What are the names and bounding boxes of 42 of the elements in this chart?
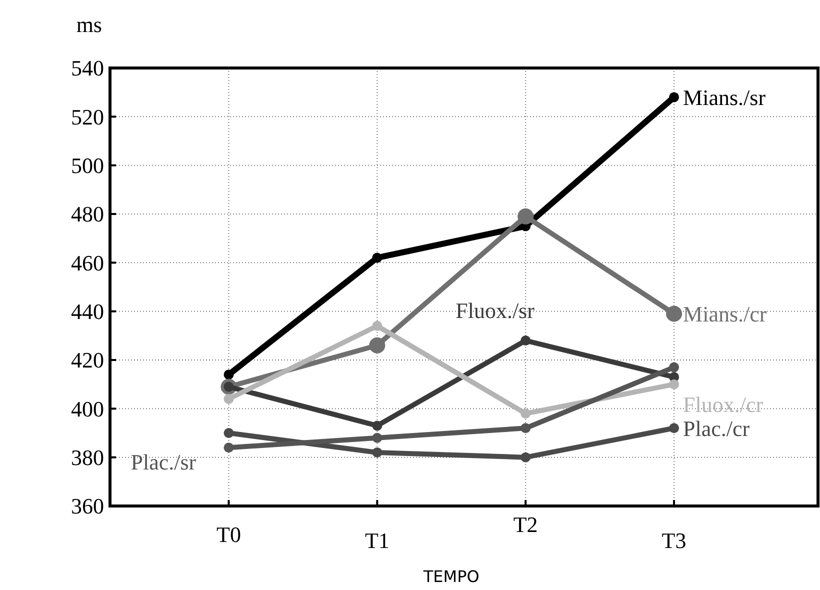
series-label: Fluox./sr — [456, 298, 536, 324]
x-tick-label: T0 — [216, 522, 241, 547]
point — [518, 208, 534, 224]
point — [372, 320, 382, 331]
point — [369, 337, 386, 354]
point — [224, 370, 234, 380]
y-tick-label: 420 — [71, 348, 104, 373]
y-tick-label: 540 — [71, 56, 104, 81]
point — [669, 92, 680, 102]
y-tick-label: 520 — [71, 104, 104, 130]
y-tick-label: 460 — [71, 250, 104, 276]
point — [520, 423, 531, 434]
x-tick-label: T3 — [662, 528, 686, 553]
point — [224, 394, 234, 404]
point — [372, 447, 382, 458]
y-tick-label: 440 — [71, 299, 104, 324]
point — [520, 336, 531, 346]
y-tick-label: 480 — [71, 202, 104, 227]
point — [666, 306, 682, 322]
y-axis-title: ms — [76, 12, 102, 37]
point — [372, 420, 382, 431]
x-tick-label: T1 — [364, 528, 390, 553]
point — [669, 423, 680, 434]
y-tick-label: 380 — [71, 445, 104, 470]
series-label: Mians./cr — [683, 301, 768, 326]
point — [669, 362, 680, 372]
point — [669, 379, 680, 390]
series-label: Mians./sr — [683, 84, 766, 110]
point — [372, 252, 382, 263]
y-tick-label: 360 — [71, 494, 104, 519]
y-tick-label: 400 — [71, 396, 104, 422]
series-label: Fluox./cr — [683, 392, 764, 418]
series-label: Plac./cr — [683, 416, 750, 441]
point — [520, 408, 531, 419]
series-label: Plac./sr — [130, 449, 197, 474]
point — [224, 442, 234, 453]
point — [520, 452, 531, 462]
point — [372, 432, 382, 443]
y-tick-label: 500 — [71, 153, 104, 178]
x-tick-label: T2 — [513, 512, 538, 537]
point — [224, 428, 234, 438]
x-axis-title: TEMPO — [422, 567, 480, 586]
